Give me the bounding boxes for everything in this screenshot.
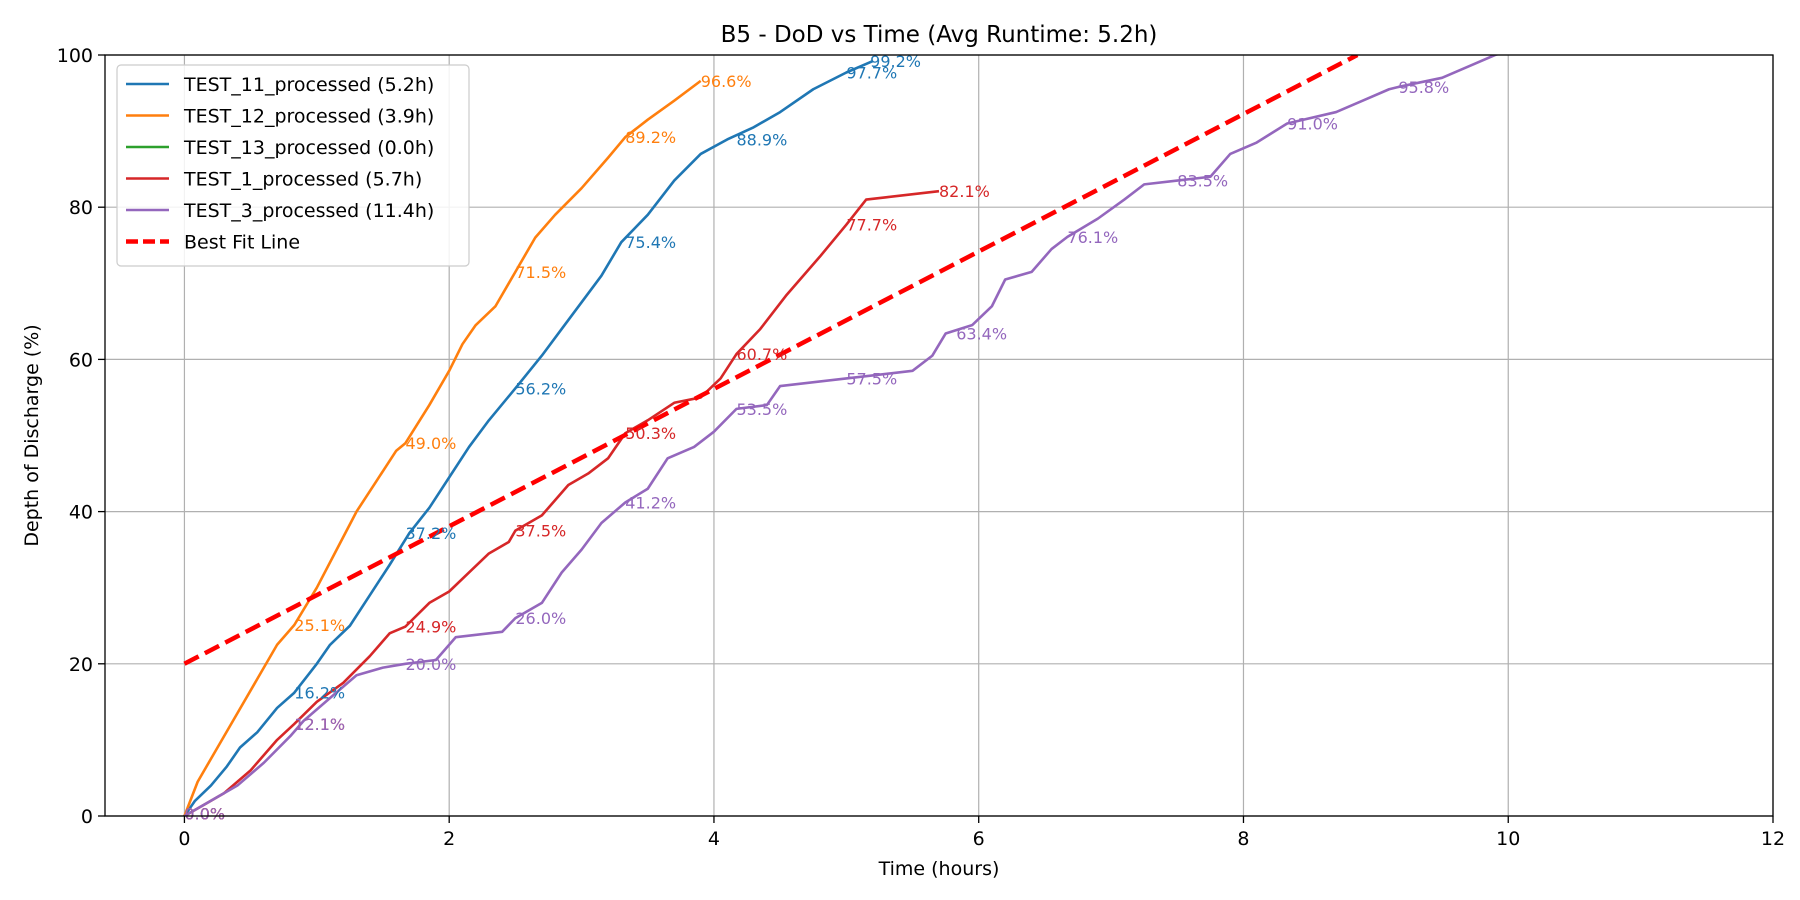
y-tick-label: 40 — [69, 502, 93, 524]
series-line-3 — [183, 189, 940, 816]
y-tick-label: 100 — [57, 45, 93, 67]
series-line-4 — [183, 55, 1500, 816]
data-label: 37.2% — [406, 524, 457, 543]
data-label: 0.0% — [184, 805, 225, 824]
legend-entry: Best Fit Line — [184, 232, 300, 254]
data-label: 75.4% — [625, 233, 676, 252]
x-axis-ticks: 0 2 4 6 8 10 12 — [178, 816, 1785, 850]
y-tick-label: 0 — [81, 806, 93, 828]
y-tick-label: 60 — [69, 349, 93, 371]
data-label: 57.5% — [846, 369, 897, 388]
legend-entry: TEST_13_processed (0.0h) — [183, 137, 434, 159]
data-label: 82.1% — [939, 182, 990, 201]
data-labels: 0.0%16.2%37.2%56.2%75.4%88.9%97.7%99.2%0… — [184, 52, 1449, 824]
x-tick-label: 8 — [1237, 828, 1249, 850]
data-label: 41.2% — [625, 493, 676, 512]
y-tick-label: 80 — [69, 197, 93, 219]
data-label: 12.1% — [294, 715, 345, 734]
data-label: 96.6% — [701, 72, 752, 91]
series-line-5 — [183, 55, 1359, 666]
data-label: 49.0% — [406, 434, 457, 453]
data-label: 16.2% — [294, 684, 345, 703]
series-line-1 — [183, 79, 702, 816]
legend-entry: TEST_1_processed (5.7h) — [183, 169, 422, 191]
data-label: 77.7% — [846, 216, 897, 235]
data-label: 37.5% — [515, 522, 566, 541]
series-lines — [183, 55, 1500, 816]
legend-entry: TEST_12_processed (3.9h) — [183, 106, 434, 128]
x-tick-label: 0 — [178, 828, 190, 850]
legend-box — [116, 64, 470, 267]
x-tick-label: 12 — [1761, 828, 1785, 850]
data-label: 50.3% — [625, 424, 676, 443]
x-tick-label: 10 — [1496, 828, 1520, 850]
data-label: 0.0% — [184, 805, 225, 824]
data-label: 63.4% — [956, 325, 1007, 344]
data-label: 97.7% — [846, 64, 897, 83]
chart-title: B5 - DoD vs Time (Avg Runtime: 5.2h) — [721, 22, 1158, 48]
data-label: 76.1% — [1067, 228, 1118, 247]
data-label: 12.1% — [294, 715, 345, 734]
x-tick-label: 2 — [443, 828, 455, 850]
data-label: 91.0% — [1287, 114, 1338, 133]
series-line-0 — [183, 59, 874, 816]
legend: TEST_11_processed (5.2h) TEST_12_processe… — [116, 64, 470, 267]
legend-entry: TEST_3_processed (11.4h) — [183, 200, 434, 222]
data-label: 0.0% — [184, 805, 225, 824]
y-axis-label: Depth of Discharge (%) — [21, 324, 43, 546]
x-tick-label: 4 — [708, 828, 720, 850]
data-label: 83.5% — [1177, 172, 1228, 191]
data-label: 99.2% — [870, 52, 921, 71]
data-label: 95.8% — [1398, 78, 1449, 97]
y-tick-label: 20 — [69, 654, 93, 676]
data-label: 25.1% — [294, 616, 345, 635]
x-axis-label: Time (hours) — [878, 858, 1000, 880]
data-label: 20.0% — [406, 655, 457, 674]
data-label: 24.9% — [406, 618, 457, 637]
y-axis-ticks: 0 20 40 60 80 100 — [57, 45, 105, 828]
x-tick-label: 6 — [973, 828, 985, 850]
data-label: 26.0% — [515, 609, 566, 628]
data-label: 53.5% — [736, 400, 787, 419]
legend-entry: TEST_11_processed (5.2h) — [183, 74, 434, 96]
data-label: 60.7% — [736, 345, 787, 364]
data-label: 0.0% — [184, 805, 225, 824]
data-label: 56.2% — [515, 379, 566, 398]
data-label: 71.5% — [515, 263, 566, 282]
data-label: 88.9% — [736, 130, 787, 149]
plot-frame — [104, 54, 1774, 817]
data-label: 89.2% — [625, 128, 676, 147]
